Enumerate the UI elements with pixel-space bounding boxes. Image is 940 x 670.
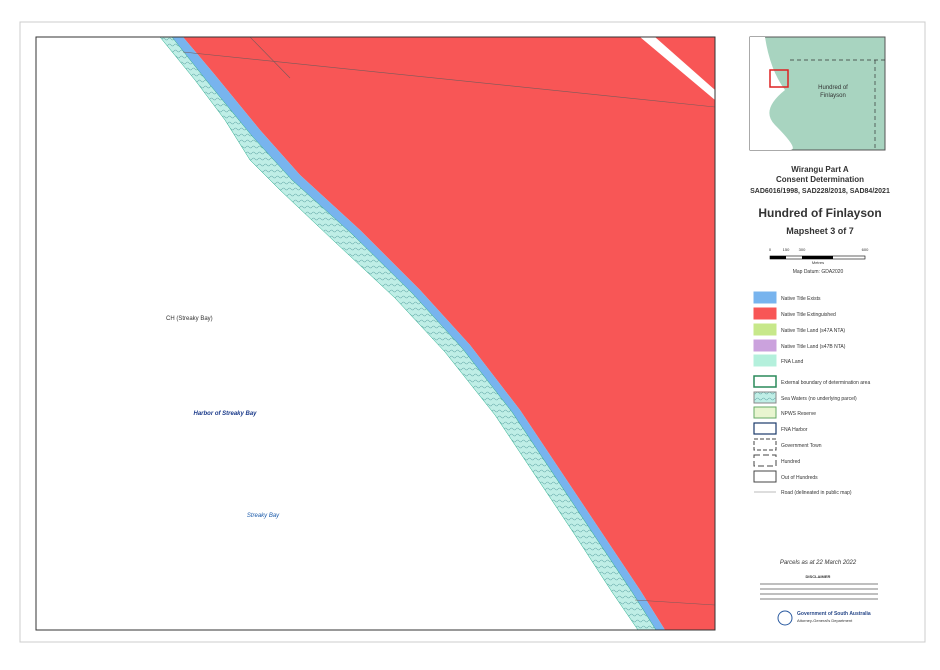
native-title-exists: [172, 37, 665, 630]
inset-map: Hundred of Finlayson: [749, 36, 886, 151]
main-map: [36, 37, 715, 630]
legend: Native Title Exists Native Title Extingui…: [753, 291, 870, 496]
legend-swatch: [753, 454, 777, 467]
legend-label: Sea Waters (no underlying parcel): [781, 396, 857, 402]
parcel-boundary: [249, 37, 291, 79]
parcel-boundary: [182, 51, 715, 108]
legend-label: Native Title Extinguished: [781, 312, 836, 318]
legend-label: NPWS Reserve: [781, 411, 816, 417]
datum: Map Datum: GDA2020: [793, 269, 844, 275]
legend-label: External boundary of determination area: [781, 380, 870, 386]
scale-unit: Metres: [812, 260, 824, 265]
legend-label: Native Title Land (s47A NTA): [781, 328, 845, 334]
scale-tick-label: 600: [862, 247, 869, 252]
sea-waters: [159, 37, 657, 630]
legend-swatch: [753, 391, 777, 404]
case-numbers: SAD6016/1998, SAD228/2018, SAD84/2021: [750, 188, 890, 195]
legend-swatch: [753, 470, 777, 483]
title: Consent Determination: [776, 175, 864, 184]
legend-swatch: [753, 354, 777, 367]
legend-label: FNA Land: [781, 359, 803, 365]
extinguished-area: [183, 37, 715, 630]
government: Government of South Australia: [797, 611, 871, 617]
legend-label: Hundred: [781, 459, 800, 465]
scale-tick-label: 300: [799, 247, 806, 252]
legend-swatch: [753, 375, 777, 388]
disclaimer-title: DISCLAIMER: [806, 574, 831, 579]
legend-swatch: [753, 406, 777, 419]
parcel-boundary: [634, 599, 715, 606]
legend-label: Native Title Exists: [781, 296, 821, 302]
legend-label: Government Town: [781, 443, 822, 449]
disclaimer-text: [760, 583, 878, 600]
department: Attorney-General's Department: [797, 618, 853, 623]
map-label: CH (Streaky Bay): [166, 316, 213, 322]
scale-tick-label: 150: [783, 247, 790, 252]
government-logo: [777, 610, 793, 626]
legend-label: Out of Hundreds: [781, 475, 818, 481]
hundred-title: Hundred of Finlayson: [758, 206, 881, 220]
legend-swatch: [753, 422, 777, 435]
title: Wirangu Part A: [791, 165, 849, 174]
extinguished-area: [655, 37, 715, 90]
inset-label: Hundred of: [818, 85, 848, 91]
legend-label: Native Title Land (s47B NTA): [781, 344, 846, 350]
map-frame: [35, 36, 716, 631]
legend-swatch: [753, 323, 777, 336]
mapsheet: Mapsheet 3 of 7: [786, 226, 854, 236]
legend-swatch: [753, 438, 777, 451]
legend-swatch: [753, 291, 777, 304]
legend-label: FNA Harbor: [781, 427, 808, 433]
scale-tick-label: 0: [769, 247, 772, 252]
map-label: Harbor of Streaky Bay: [193, 411, 257, 417]
legend-label: Road (delineated in public map): [781, 490, 852, 496]
legend-swatch: [753, 307, 777, 320]
inset-label: Finlayson: [820, 93, 846, 99]
parcels-date: Parcels as at 22 March 2022: [780, 560, 857, 566]
map-label: Streaky Bay: [247, 513, 280, 519]
legend-swatch: [753, 339, 777, 352]
scale-bar: 0 150 300 600: [769, 247, 869, 260]
